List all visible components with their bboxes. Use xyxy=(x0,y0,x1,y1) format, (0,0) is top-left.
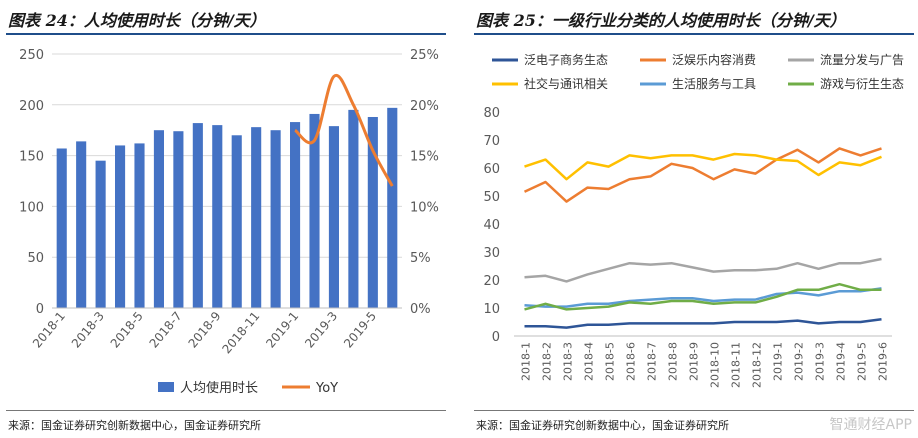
left-chart-title: 图表 24：人均使用时长（分钟/天） xyxy=(8,11,266,30)
series-line xyxy=(524,287,882,308)
x-tick-label: 2018-11 xyxy=(730,342,743,388)
y-tick-label: 0 xyxy=(492,330,500,345)
series-line xyxy=(524,282,882,311)
x-tick-label: 2018-8 xyxy=(667,342,680,381)
right-source: 来源：国金证券研究创新数据中心，国金证券研究所 xyxy=(476,419,729,432)
bar xyxy=(309,113,320,308)
legend-label-bar: 人均使用时长 xyxy=(180,380,258,396)
x-tick-label: 2018-6 xyxy=(625,342,638,381)
bar xyxy=(290,122,301,309)
bar xyxy=(231,135,242,308)
x-tick-label: 2018-2 xyxy=(541,342,554,381)
series-line xyxy=(524,317,882,329)
y-tick-label-left: 100 xyxy=(19,200,44,215)
legend-label: 游戏与衍生生态 xyxy=(820,77,904,91)
yoy-line xyxy=(294,73,394,187)
bar xyxy=(56,148,67,308)
right-title-bar: 图表 25：一级行业分类的人均使用时长（分钟/天） xyxy=(474,3,914,35)
y-tick-label-left: 0 xyxy=(36,302,44,317)
left-title-bar: 图表 24：人均使用时长（分钟/天） xyxy=(6,3,446,35)
x-tick-label: 2019-1 xyxy=(772,342,785,381)
bar xyxy=(153,130,164,308)
y-tick-label: 40 xyxy=(483,218,500,233)
legend-label: 生活服务与工具 xyxy=(672,76,756,91)
legend-swatch-bar xyxy=(158,382,174,392)
x-tick-label: 2018-3 xyxy=(562,342,575,381)
y-tick-label-right: 20% xyxy=(410,99,439,114)
x-tick-label: 2019-4 xyxy=(835,342,848,381)
x-tick-label: 2018-7 xyxy=(646,342,659,381)
bar xyxy=(367,116,378,308)
bar xyxy=(134,143,145,308)
series-line xyxy=(524,152,882,181)
x-tick-label: 2018-9 xyxy=(186,309,224,351)
series-line xyxy=(523,147,882,203)
bar xyxy=(270,130,281,308)
series-line xyxy=(524,257,882,283)
y-tick-label: 30 xyxy=(483,246,500,261)
legend-label: 泛娱乐内容消费 xyxy=(672,52,756,67)
bar xyxy=(76,141,87,308)
x-tick-label: 2018-12 xyxy=(751,342,764,388)
x-tick-label: 2018-4 xyxy=(583,342,596,381)
right-source-bar: 来源：国金证券研究创新数据中心，国金证券研究所 xyxy=(474,410,914,435)
right-chart: 0 10 20 30 40 50 60 70 80 2018-1 2018-2 2018-3 2018-… xyxy=(483,52,904,388)
x-tick-label: 2019-3 xyxy=(302,309,340,351)
x-tick-label: 2018-1 xyxy=(520,342,533,381)
x-tick-label: 2018-7 xyxy=(147,309,185,351)
bar xyxy=(328,126,339,308)
x-tick-label: 2018-5 xyxy=(108,309,146,351)
x-tick-label: 2018-11 xyxy=(220,309,263,356)
bar xyxy=(387,107,398,309)
legend-label: 泛电子商务生态 xyxy=(524,52,608,67)
y-tick-label-right: 5% xyxy=(410,251,431,266)
x-tick-label: 2018-3 xyxy=(69,309,107,351)
x-tick-label: 2019-1 xyxy=(263,309,301,351)
y-tick-label-left: 200 xyxy=(19,99,44,114)
y-tick-label-left: 150 xyxy=(19,150,44,165)
bar xyxy=(251,127,262,308)
y-tick-label-right: 0% xyxy=(410,302,431,317)
x-tick-label: 2019-2 xyxy=(793,342,806,381)
legend-label-yoy: YoY xyxy=(315,381,338,396)
bar xyxy=(173,131,184,308)
bar xyxy=(115,145,126,308)
y-tick-label: 20 xyxy=(483,274,500,289)
y-tick-label-right: 10% xyxy=(410,200,439,215)
y-tick-label-right: 15% xyxy=(410,150,439,165)
y-tick-label: 50 xyxy=(483,190,500,205)
x-tick-label: 2018-9 xyxy=(688,342,701,381)
bar xyxy=(95,160,106,308)
left-source-bar: 来源：国金证券研究创新数据中心，国金证券研究所 xyxy=(6,410,446,435)
x-tick-label: 2019-5 xyxy=(856,342,869,381)
legend-label: 社交与通讯相关 xyxy=(524,76,608,91)
bar xyxy=(212,125,223,309)
x-tick-label: 2018-10 xyxy=(709,342,722,388)
y-tick-label: 60 xyxy=(483,162,500,177)
left-source: 来源：国金证券研究创新数据中心，国金证券研究所 xyxy=(8,419,261,432)
y-tick-label-left: 250 xyxy=(19,48,44,63)
x-tick-label: 2019-3 xyxy=(814,342,827,381)
bar xyxy=(348,109,359,308)
watermark: 智通财经APP xyxy=(829,417,912,433)
y-tick-label-left: 50 xyxy=(27,251,44,266)
x-tick-label: 2019-6 xyxy=(877,342,890,381)
y-tick-label: 80 xyxy=(483,106,500,121)
right-chart-title: 图表 25：一级行业分类的人均使用时长（分钟/天） xyxy=(476,11,846,30)
x-tick-label: 2018-5 xyxy=(604,342,617,381)
bar xyxy=(192,123,203,308)
y-tick-label-right: 25% xyxy=(410,48,439,63)
legend-label: 流量分发与广告 xyxy=(820,52,904,67)
y-tick-label: 10 xyxy=(483,302,500,317)
x-tick-label: 2019-5 xyxy=(341,309,379,351)
y-tick-label: 70 xyxy=(483,134,500,149)
